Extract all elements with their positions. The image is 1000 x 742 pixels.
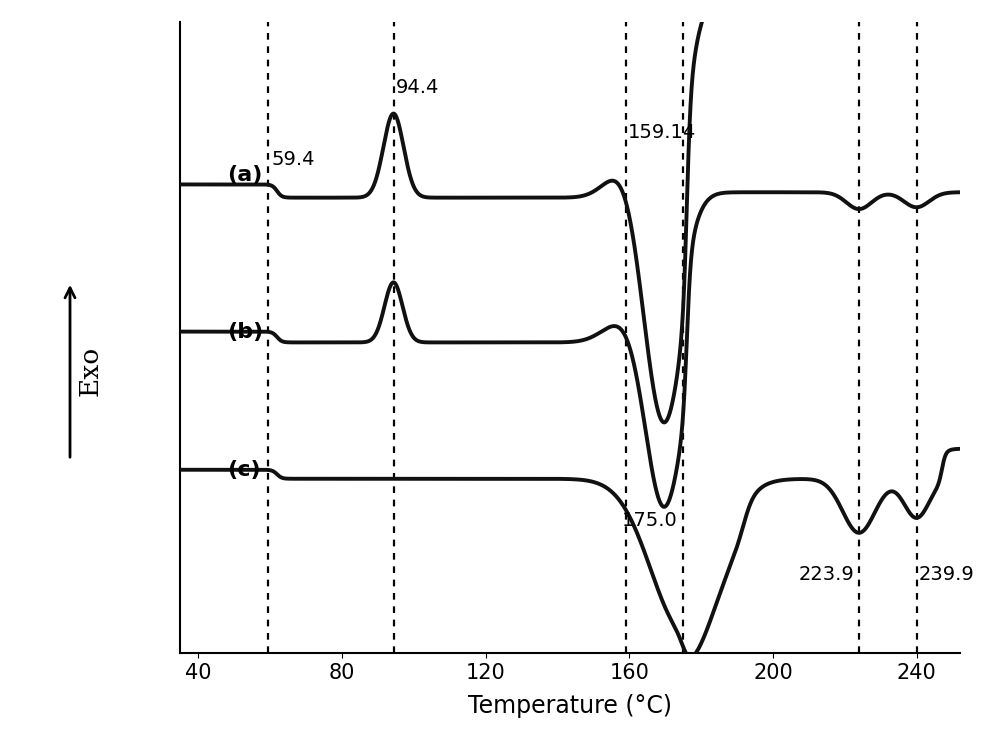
Text: 175.0: 175.0 xyxy=(622,510,678,530)
Text: 159.14: 159.14 xyxy=(628,123,696,142)
Text: (c): (c) xyxy=(227,460,260,480)
Text: Exo: Exo xyxy=(78,346,103,396)
Text: 223.9: 223.9 xyxy=(798,565,854,584)
Text: 94.4: 94.4 xyxy=(396,79,439,97)
X-axis label: Temperature (°C): Temperature (°C) xyxy=(468,694,672,718)
Text: (a): (a) xyxy=(227,165,262,186)
Text: 239.9: 239.9 xyxy=(919,565,974,584)
Text: 59.4: 59.4 xyxy=(272,151,315,169)
Text: (b): (b) xyxy=(227,321,263,341)
